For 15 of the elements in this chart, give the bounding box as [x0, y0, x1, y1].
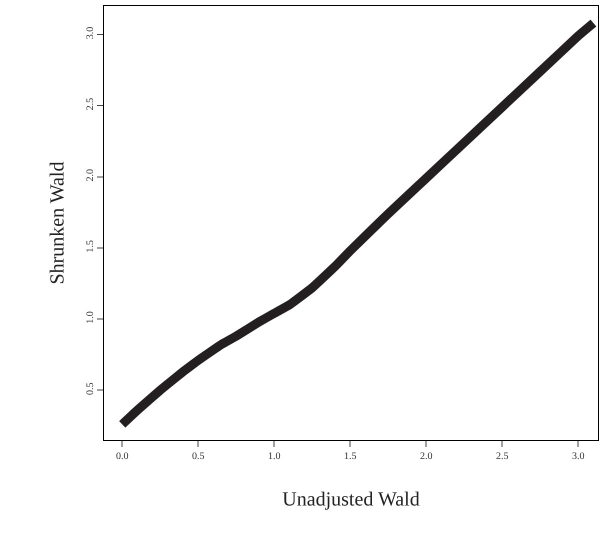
- y-tick-label: 2.5: [85, 98, 96, 110]
- x-tick-label: 3.0: [572, 451, 584, 462]
- y-tick-label: 1.0: [85, 311, 96, 324]
- x-tick-label: 0.0: [116, 451, 128, 462]
- x-tick-label: 2.0: [420, 451, 432, 462]
- y-tick-label: 1.5: [85, 240, 96, 253]
- y-tick-label: 3.0: [85, 26, 96, 40]
- y-tick-label: 0.5: [85, 382, 96, 395]
- x-tick-label: 1.0: [268, 451, 280, 462]
- y-tick-label: 2.0: [85, 169, 96, 182]
- x-axis-title: Unadjusted Wald: [282, 488, 420, 510]
- x-tick-label: 1.5: [344, 451, 356, 462]
- y-axis-title: Shrunken Wald: [46, 161, 68, 285]
- x-tick-label: 0.5: [192, 451, 204, 462]
- x-tick-label: 2.5: [496, 451, 508, 462]
